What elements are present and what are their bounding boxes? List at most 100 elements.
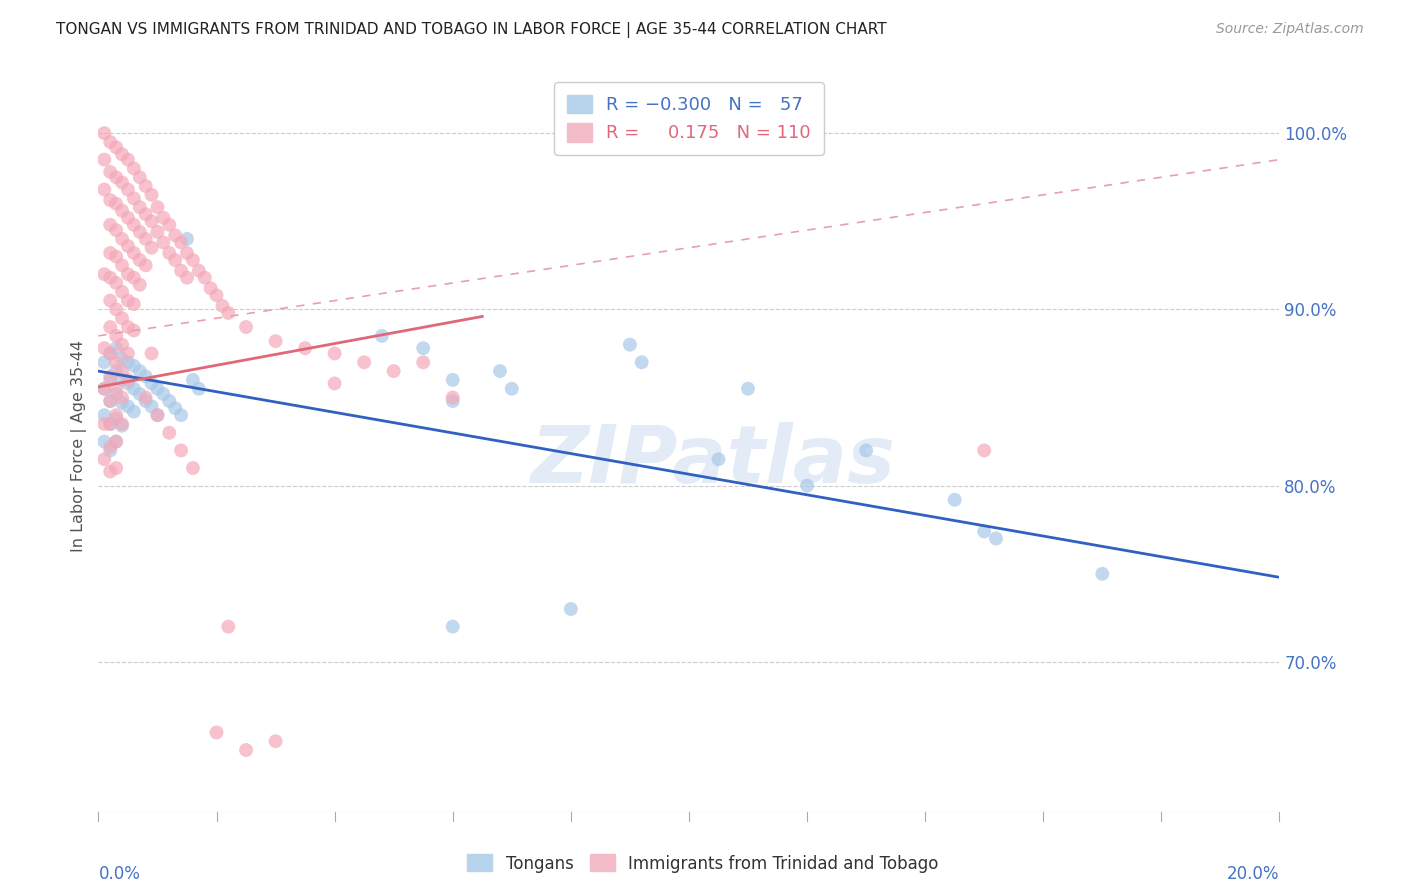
Point — [93, 382, 115, 396]
Point — [630, 355, 652, 369]
Point — [105, 276, 128, 290]
Point — [176, 270, 198, 285]
Point — [105, 302, 128, 317]
Point — [165, 401, 187, 416]
Point — [105, 170, 128, 185]
Point — [146, 225, 169, 239]
Point — [111, 147, 134, 161]
Point — [122, 246, 145, 260]
Point — [117, 153, 139, 167]
Point — [141, 187, 163, 202]
Point — [128, 387, 150, 401]
Point — [93, 382, 115, 396]
Point — [371, 329, 394, 343]
Point — [122, 218, 145, 232]
Point — [146, 408, 169, 422]
Point — [141, 376, 163, 391]
Point — [170, 443, 193, 458]
Point — [441, 620, 464, 634]
Point — [98, 193, 121, 207]
Point — [141, 241, 163, 255]
Point — [105, 223, 128, 237]
Point — [170, 263, 193, 277]
Point — [135, 232, 157, 246]
Point — [117, 346, 139, 360]
Point — [382, 364, 405, 378]
Point — [135, 207, 157, 221]
Point — [200, 281, 222, 295]
Text: 0.0%: 0.0% — [98, 864, 141, 882]
Point — [105, 382, 128, 396]
Point — [796, 478, 818, 492]
Point — [105, 408, 128, 422]
Point — [235, 320, 257, 334]
Point — [157, 394, 180, 409]
Point — [128, 277, 150, 292]
Point — [98, 394, 121, 409]
Point — [111, 364, 134, 378]
Point — [135, 179, 157, 194]
Point — [165, 253, 187, 268]
Point — [117, 320, 139, 334]
Point — [412, 355, 434, 369]
Point — [111, 258, 134, 272]
Point — [122, 404, 145, 418]
Point — [93, 452, 115, 467]
Point — [135, 394, 157, 409]
Point — [93, 183, 115, 197]
Point — [128, 200, 150, 214]
Point — [973, 443, 995, 458]
Point — [105, 329, 128, 343]
Point — [93, 434, 115, 449]
Point — [560, 602, 582, 616]
Point — [294, 341, 316, 355]
Point — [217, 306, 239, 320]
Point — [128, 253, 150, 268]
Point — [93, 341, 115, 355]
Point — [111, 373, 134, 387]
Point — [117, 267, 139, 281]
Point — [707, 452, 730, 467]
Point — [157, 425, 180, 440]
Point — [489, 364, 512, 378]
Point — [98, 346, 121, 360]
Point — [501, 382, 523, 396]
Point — [111, 176, 134, 190]
Point — [98, 417, 121, 431]
Point — [353, 355, 375, 369]
Point — [146, 200, 169, 214]
Text: 20.0%: 20.0% — [1227, 864, 1279, 882]
Point — [122, 297, 145, 311]
Point — [152, 387, 174, 401]
Point — [211, 299, 233, 313]
Point — [141, 346, 163, 360]
Point — [135, 369, 157, 384]
Point — [111, 396, 134, 410]
Point — [135, 258, 157, 272]
Point — [165, 228, 187, 243]
Point — [441, 394, 464, 409]
Point — [105, 434, 128, 449]
Point — [98, 394, 121, 409]
Text: Source: ZipAtlas.com: Source: ZipAtlas.com — [1216, 22, 1364, 37]
Point — [157, 246, 180, 260]
Point — [122, 270, 145, 285]
Point — [105, 250, 128, 264]
Point — [98, 293, 121, 308]
Point — [128, 364, 150, 378]
Point — [323, 346, 346, 360]
Point — [111, 417, 134, 431]
Point — [122, 324, 145, 338]
Point — [117, 400, 139, 414]
Point — [117, 293, 139, 308]
Point — [181, 461, 204, 475]
Point — [128, 225, 150, 239]
Point — [105, 387, 128, 401]
Point — [152, 235, 174, 250]
Point — [264, 334, 287, 348]
Point — [117, 373, 139, 387]
Point — [98, 246, 121, 260]
Point — [176, 246, 198, 260]
Point — [412, 341, 434, 355]
Point — [737, 382, 759, 396]
